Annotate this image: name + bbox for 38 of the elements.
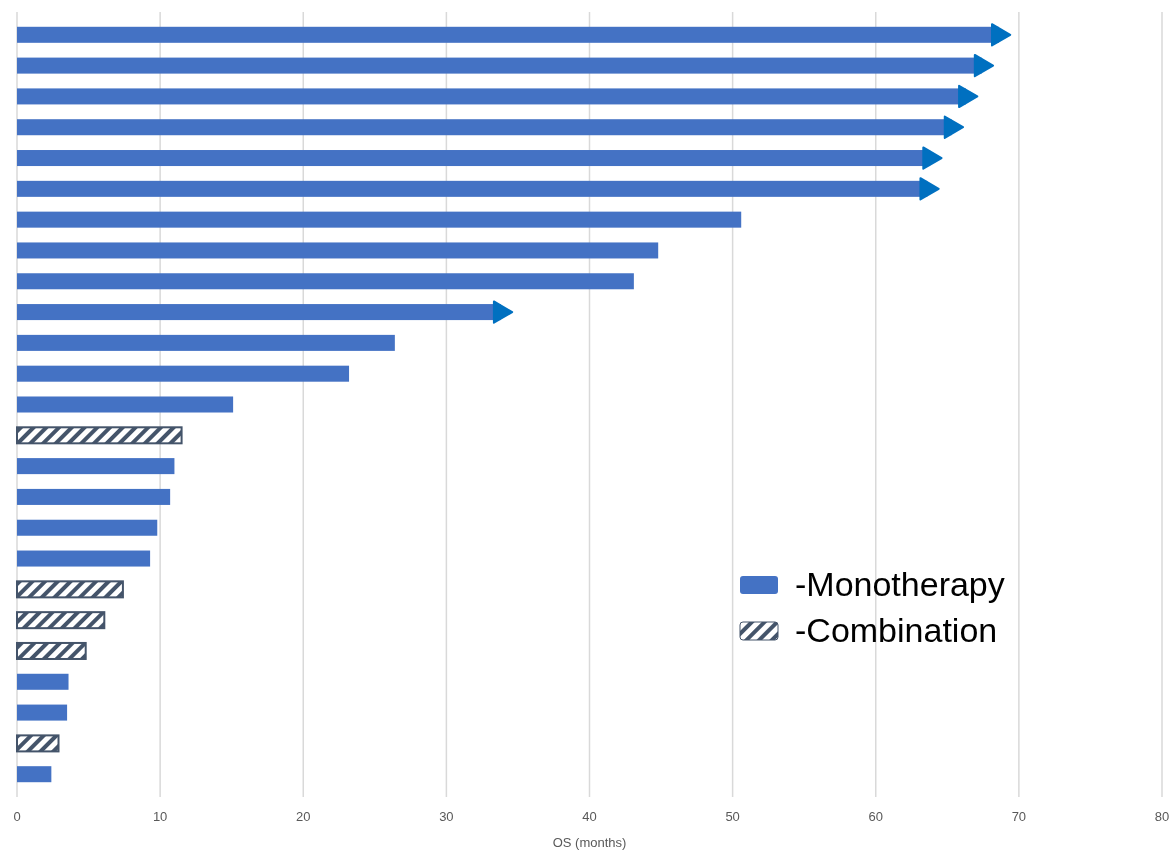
bar [17,57,982,74]
x-tick-label: 80 [1154,809,1170,824]
x-tick-label: 30 [439,809,454,824]
bar [17,242,659,259]
x-tick-label: 50 [725,809,740,824]
x-tick-label: 0 [13,809,21,824]
x-tick-label: 20 [296,809,311,824]
bar [17,396,234,413]
point [922,146,943,170]
bar [17,704,68,721]
x-tick-label: 10 [152,809,168,824]
bar [17,488,171,505]
point [943,115,965,139]
bar [17,273,634,290]
bar [17,519,158,536]
bar [17,365,350,382]
x-tick-label: 60 [868,809,883,824]
legend-label: -Monotherapy [795,565,1005,603]
bar [17,458,175,475]
bar [17,766,52,783]
point [919,177,940,201]
bar [16,580,124,599]
x-tick-label: 40 [582,809,597,824]
bar [16,611,106,630]
bar [17,673,69,690]
point [990,23,1012,47]
bar [16,734,60,753]
point [973,53,995,78]
bar [17,550,151,567]
bar [17,334,395,351]
x-tick-label: 70 [1011,809,1027,824]
bar [16,641,87,660]
point [958,84,979,109]
point [492,300,514,324]
x-axis-title: OS (months) [552,835,627,850]
legend-label: -Combination [795,611,998,649]
bar [17,211,742,228]
bar [16,426,183,445]
